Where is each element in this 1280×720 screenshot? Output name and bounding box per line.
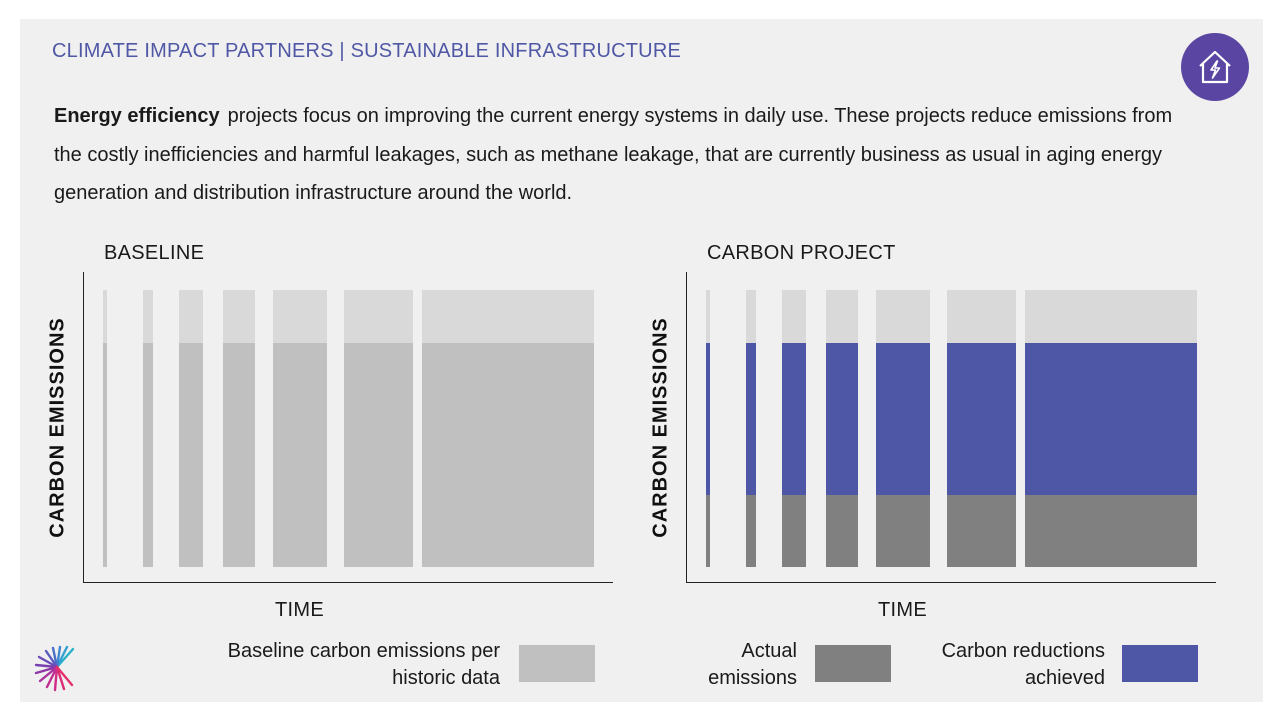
baseline-column-emissions: [422, 343, 594, 567]
intro-bold-term: Energy efficiency: [54, 105, 220, 127]
baseline-y-axis-label: CARBON EMISSIONS: [46, 317, 69, 538]
project-column-top: [826, 290, 858, 343]
baseline-column-emissions: [143, 343, 153, 567]
project-column-top: [706, 290, 710, 343]
baseline-column-top: [273, 290, 327, 343]
baseline-column-top: [344, 290, 413, 343]
baseline-column-top: [179, 290, 203, 343]
baseline-column-emissions: [103, 343, 107, 567]
project-column-reductions: [947, 343, 1016, 495]
project-column-top: [782, 290, 806, 343]
project-column-reductions: [876, 343, 930, 495]
legend-actual-swatch: [815, 645, 891, 682]
project-column-actual: [782, 495, 806, 567]
project-x-axis: [686, 582, 1216, 583]
project-column-top: [1025, 290, 1197, 343]
baseline-x-axis-label: TIME: [275, 599, 324, 621]
baseline-column-top: [143, 290, 153, 343]
baseline-x-axis: [83, 582, 613, 583]
legend-reductions-swatch: [1122, 645, 1198, 682]
project-column-actual: [947, 495, 1016, 567]
baseline-y-axis: [83, 272, 84, 583]
project-column-reductions: [706, 343, 710, 495]
project-column-reductions: [826, 343, 858, 495]
project-column-actual: [826, 495, 858, 567]
house-energy-icon: [1181, 33, 1249, 101]
project-column-reductions: [1025, 343, 1197, 495]
project-chart-title: CARBON PROJECT: [707, 242, 896, 264]
climate-impact-partners-logo: [34, 645, 75, 692]
intro-paragraph: Energy efficiency projects focus on impro…: [54, 97, 1184, 213]
project-column-actual: [706, 495, 710, 567]
baseline-column-emissions: [273, 343, 327, 567]
legend-baseline-label: Baseline carbon emissions per historic d…: [227, 640, 500, 689]
legend-actual-label: Actual emissions: [708, 640, 797, 689]
baseline-column-top: [103, 290, 107, 343]
project-column-reductions: [782, 343, 806, 495]
project-column-top: [746, 290, 756, 343]
legend-baseline-swatch: [519, 645, 595, 682]
project-x-axis-label: TIME: [878, 599, 927, 621]
baseline-column-emissions: [223, 343, 255, 567]
baseline-column-emissions: [344, 343, 413, 567]
intro-text: projects focus on improving the current …: [54, 105, 1173, 204]
baseline-column-top: [223, 290, 255, 343]
slide-header: CLIMATE IMPACT PARTNERS | SUSTAINABLE IN…: [52, 40, 682, 62]
project-column-top: [947, 290, 1016, 343]
legend-reductions-label: Carbon reductions achieved: [941, 640, 1105, 689]
project-column-actual: [746, 495, 756, 567]
project-column-reductions: [746, 343, 756, 495]
project-column-actual: [1025, 495, 1197, 567]
baseline-chart-title: BASELINE: [104, 242, 205, 264]
project-y-axis: [686, 272, 687, 583]
project-column-actual: [876, 495, 930, 567]
project-y-axis-label: CARBON EMISSIONS: [649, 317, 672, 538]
project-column-top: [876, 290, 930, 343]
baseline-column-top: [422, 290, 594, 343]
baseline-column-emissions: [179, 343, 203, 567]
